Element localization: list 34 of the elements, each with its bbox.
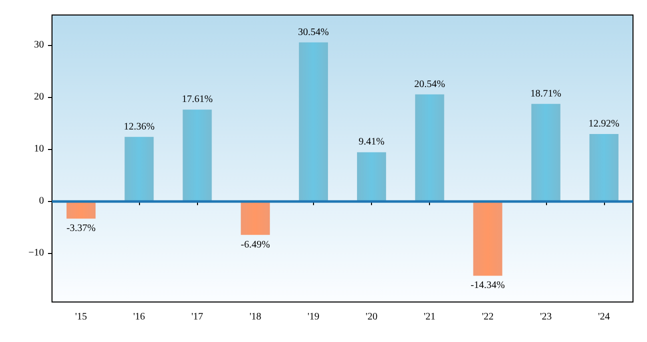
bar <box>531 104 560 202</box>
bar <box>589 134 618 202</box>
x-tick-label: '21 <box>424 312 436 322</box>
x-tick-label: '20 <box>366 312 378 322</box>
bar <box>473 201 502 276</box>
data-label: 9.41% <box>358 136 384 148</box>
bar <box>298 42 328 202</box>
y-tick-label: 20 <box>34 92 44 103</box>
x-tick-label: '24 <box>598 312 610 322</box>
data-label: 12.36% <box>124 121 155 132</box>
x-tick-label: '19 <box>308 312 320 322</box>
bar <box>124 136 154 202</box>
data-label: -3.37% <box>66 223 96 234</box>
data-label: -6.49% <box>240 239 270 250</box>
y-tick-label: −10 <box>28 248 44 259</box>
data-label: 20.54% <box>414 78 446 90</box>
x-tick-label: '17 <box>191 312 204 322</box>
x-tick-label: '23 <box>540 312 552 322</box>
y-tick-label: 30 <box>34 40 44 51</box>
bar <box>240 201 270 235</box>
bar <box>415 94 444 202</box>
x-tick-label: '15 <box>75 312 87 322</box>
bar <box>182 110 212 202</box>
data-label: 17.61% <box>182 94 213 106</box>
data-label: 12.92% <box>588 118 620 130</box>
x-tick-label: '18 <box>249 312 262 322</box>
bar <box>357 152 386 202</box>
data-label: 30.54% <box>298 26 329 38</box>
y-tick-label: 10 <box>34 144 44 155</box>
data-label: 18.71% <box>530 88 562 100</box>
x-tick-label: '22 <box>482 312 494 322</box>
x-tick-label: '16 <box>133 312 146 322</box>
y-tick-label: 0 <box>39 196 44 207</box>
data-label: -14.34% <box>470 280 505 292</box>
